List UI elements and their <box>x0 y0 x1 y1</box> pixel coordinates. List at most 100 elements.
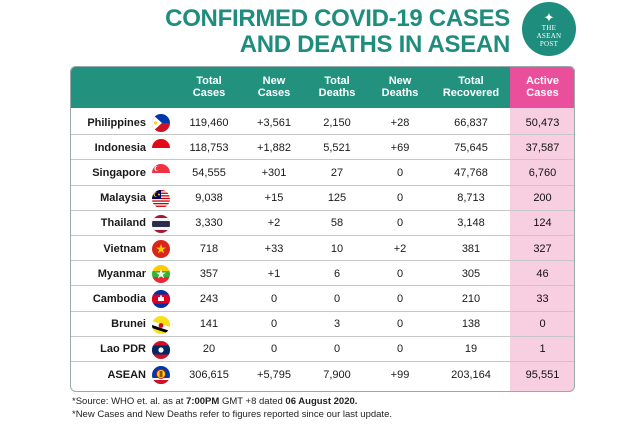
covid-table: Total Cases New Cases Total Deaths New D… <box>70 66 575 392</box>
table-cell: 33 <box>536 292 549 305</box>
table-cell: 210 <box>461 292 481 305</box>
country-name: Malaysia <box>100 192 146 205</box>
table-row: ASEAN 306,615 +5,795 7,900 +99 203,164 95,551 <box>70 362 575 387</box>
table-cell: 47,768 <box>454 166 488 179</box>
footnote-new-figures: *New Cases and New Deaths refer to figur… <box>72 409 392 420</box>
table-cell: +301 <box>261 166 287 179</box>
table-cell: 0 <box>396 192 404 205</box>
table-cell: 8,713 <box>457 192 485 205</box>
country-name: Thailand <box>100 217 146 230</box>
table-cell: 357 <box>199 267 219 280</box>
row-separator <box>70 310 575 312</box>
header-total-cases: Total Cases <box>192 75 226 99</box>
source-prefix: *Source: WHO et. al. as at <box>72 396 187 407</box>
table-cell: 0 <box>396 217 404 230</box>
source-time: 7:00PM <box>186 396 220 407</box>
row-separator <box>70 235 575 236</box>
row-separator <box>70 260 575 262</box>
table-cell: 124 <box>533 217 552 230</box>
table-cell: 1 <box>539 343 546 356</box>
table-cell: +3,561 <box>257 116 291 129</box>
table-cell: 3,330 <box>195 217 223 230</box>
table-cell: 54,555 <box>192 166 226 179</box>
table-cell: 6,760 <box>528 166 557 179</box>
laos-flag-icon <box>152 340 170 359</box>
table-cell: 0 <box>270 292 278 305</box>
table-cell: 0 <box>270 318 278 331</box>
country-name: Indonesia <box>94 141 146 154</box>
table-cell: 46 <box>536 267 549 280</box>
logo-text-2: ASEAN <box>536 31 562 40</box>
footnote-source: *Source: WHO et. al. as at 7:00PM GMT +8… <box>72 396 357 407</box>
table-cell: +15 <box>264 192 284 205</box>
country-name: ASEAN <box>107 368 146 381</box>
table-cell: 20 <box>202 343 216 356</box>
table-cell: 0 <box>396 318 404 331</box>
country-name: Singapore <box>92 166 146 179</box>
table-cell: 0 <box>396 343 404 356</box>
table-cell: 50,473 <box>525 116 560 129</box>
table-cell: 2,150 <box>323 116 351 129</box>
table-cell: 203,164 <box>451 368 491 381</box>
table-cell: +33 <box>264 242 284 255</box>
table-cell: 141 <box>199 318 219 331</box>
table-cell: 19 <box>464 343 478 356</box>
header-active-cases: Active Cases <box>525 75 560 99</box>
row-separator <box>70 209 575 211</box>
active-cases-column-bg <box>510 66 575 392</box>
title-line-2: AND DEATHS IN ASEAN <box>239 31 511 58</box>
table-cell: 718 <box>199 242 219 255</box>
table-cell: 66,837 <box>454 116 488 129</box>
table-row: Lao PDR 20 0 0 0 19 1 <box>70 337 575 362</box>
country-name: Philippines <box>87 116 146 129</box>
source-mid: GMT +8 dated <box>219 396 286 407</box>
title-line-1: CONFIRMED COVID-19 CASES <box>165 5 510 32</box>
country-name: Lao PDR <box>100 343 146 356</box>
table-cell: 0 <box>333 292 341 305</box>
table-cell: 306,615 <box>189 368 229 381</box>
table-cell: 95,551 <box>525 368 560 381</box>
table-cell: +2 <box>393 242 407 255</box>
table-cell: +1,882 <box>257 141 291 154</box>
table-cell: 75,645 <box>454 141 488 154</box>
myanmar-flag-icon <box>152 265 170 284</box>
table-cell: 138 <box>461 318 481 331</box>
table-cell: 6 <box>333 267 341 280</box>
asean-post-logo: ✦ THE ASEAN POST <box>522 2 576 56</box>
country-name: Vietnam <box>103 242 146 255</box>
brunei-flag-icon <box>152 315 170 334</box>
table-header: Total Cases New Cases Total Deaths New D… <box>70 66 575 108</box>
table-cell: 119,460 <box>189 116 229 129</box>
source-date: 06 August 2020. <box>285 396 358 407</box>
table-cell: 125 <box>327 192 347 205</box>
table-row: Malaysia 9,038 +15 125 0 8,713 200 <box>70 186 575 211</box>
table-row: Indonesia 118,753 +1,882 5,521 +69 75,645 37,5… <box>70 135 575 160</box>
table-cell: 10 <box>330 242 344 255</box>
table-cell: 0 <box>270 343 278 356</box>
row-separator <box>70 184 575 186</box>
header-new-cases: New Cases <box>257 75 291 99</box>
header-total-deaths: Total Deaths <box>318 75 356 99</box>
vietnam-flag-icon <box>152 240 170 258</box>
table-cell: +69 <box>390 141 410 154</box>
table-cell: +28 <box>390 116 410 129</box>
table-row: Myanmar 357 +1 6 0 305 46 <box>70 261 575 286</box>
table-cell: 37,587 <box>525 141 560 154</box>
philippines-flag-icon <box>152 114 170 132</box>
table-cell: +5,795 <box>257 368 291 381</box>
table-cell: 243 <box>199 292 219 305</box>
table-row: Singapore 54,555 +301 27 0 47,768 6,760 <box>70 160 575 185</box>
cambodia-flag-icon <box>152 290 170 309</box>
table-cell: 118,753 <box>189 141 229 154</box>
country-name: Brunei <box>111 318 146 331</box>
row-separator <box>70 361 575 362</box>
row-separator <box>70 134 575 136</box>
table-cell: 0 <box>333 343 341 356</box>
table-cell: 381 <box>461 242 481 255</box>
table-cell: 0 <box>539 318 546 331</box>
row-separator <box>70 285 575 287</box>
table-cell: 27 <box>330 166 344 179</box>
singapore-flag-icon <box>152 164 170 183</box>
table-cell: 9,038 <box>195 192 223 205</box>
table-cell: +1 <box>267 267 281 280</box>
